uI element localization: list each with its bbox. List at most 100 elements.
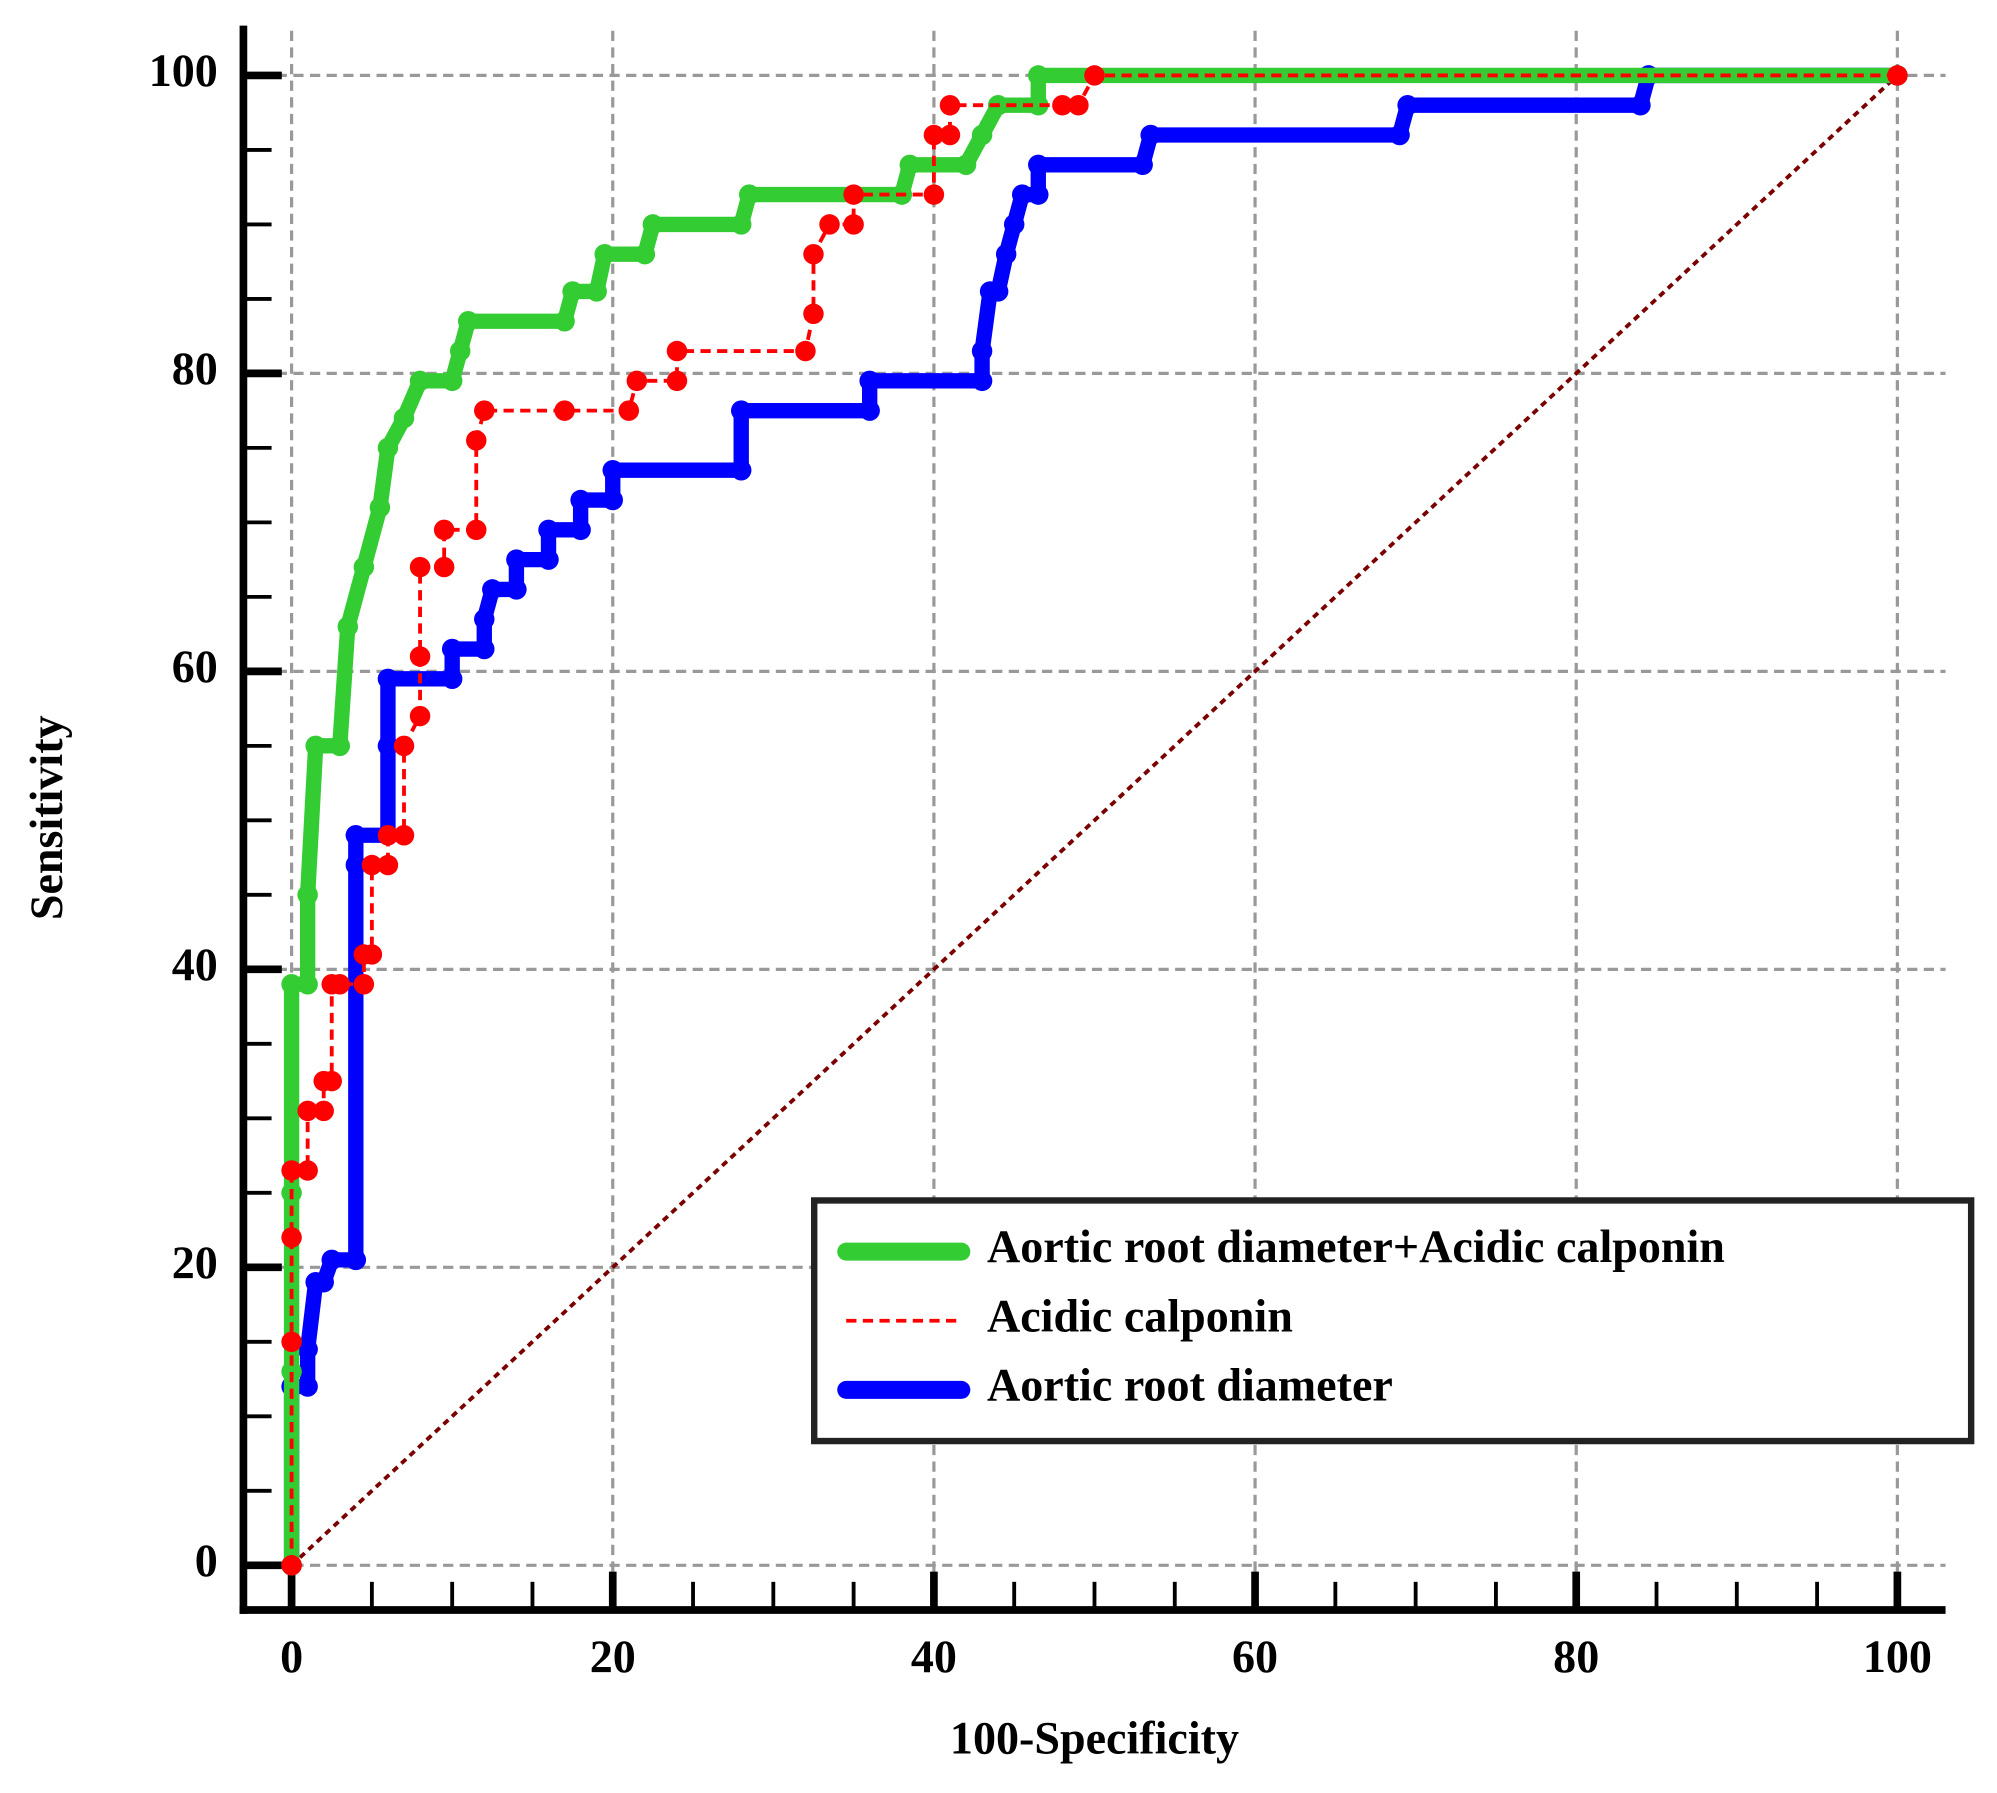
data-point — [377, 825, 399, 846]
x-tick-label: 80 — [1553, 1631, 1599, 1682]
data-point — [739, 184, 760, 205]
data-point — [345, 1249, 367, 1271]
data-point — [1140, 124, 1161, 146]
data-point — [281, 1160, 302, 1181]
data-point — [1887, 65, 1908, 86]
y-tick-label: 80 — [172, 343, 218, 394]
data-point — [281, 974, 302, 995]
data-point — [313, 1271, 334, 1293]
data-point — [377, 668, 399, 690]
data-point — [449, 340, 471, 362]
data-point — [666, 370, 688, 392]
data-point — [377, 437, 399, 459]
data-point — [843, 184, 864, 205]
data-point — [730, 459, 752, 481]
y-axis-label: Sensitivity — [21, 715, 72, 920]
data-point — [939, 94, 961, 116]
data-point — [554, 400, 575, 421]
data-point — [923, 124, 945, 146]
data-point — [297, 884, 318, 906]
data-point — [971, 340, 993, 362]
x-tick-label: 100 — [1863, 1631, 1932, 1682]
y-tick-label: 0 — [195, 1535, 218, 1586]
data-point — [393, 825, 415, 846]
data-point — [482, 579, 503, 600]
data-point — [594, 243, 615, 265]
data-point — [795, 340, 816, 362]
data-point — [1084, 65, 1105, 86]
data-point — [859, 400, 880, 421]
data-point — [329, 974, 351, 995]
data-point — [281, 1361, 302, 1382]
data-point — [1028, 154, 1049, 176]
data-point — [321, 1070, 342, 1092]
data-point — [409, 370, 431, 392]
x-tick-label: 0 — [280, 1631, 303, 1682]
data-point — [393, 407, 415, 429]
data-point — [634, 243, 656, 265]
data-point — [297, 1160, 318, 1181]
data-point — [297, 1100, 318, 1122]
data-point — [329, 735, 351, 757]
y-tick-label: 100 — [149, 45, 218, 96]
data-point — [1003, 214, 1025, 235]
data-point — [1132, 154, 1153, 176]
data-point — [466, 430, 487, 451]
data-point — [409, 646, 431, 667]
data-point — [1052, 94, 1073, 116]
x-tick-label: 20 — [590, 1631, 636, 1682]
data-point — [1011, 184, 1033, 205]
data-point — [433, 556, 455, 578]
data-point — [297, 974, 318, 995]
data-point — [305, 735, 326, 757]
data-point — [570, 519, 591, 541]
data-point — [353, 556, 375, 578]
data-point — [466, 519, 487, 541]
data-point — [803, 303, 824, 325]
data-point — [474, 608, 495, 630]
data-point — [1028, 65, 1049, 86]
legend-label: Aortic root diameter+Acidic calponin — [987, 1221, 1725, 1272]
data-point — [538, 549, 559, 570]
data-point — [730, 400, 752, 421]
legend-label: Aortic root diameter — [987, 1359, 1393, 1410]
data-point — [859, 370, 880, 392]
data-point — [730, 214, 752, 235]
data-point — [971, 124, 993, 146]
data-point — [586, 281, 607, 302]
data-point — [337, 616, 359, 637]
data-point — [433, 519, 455, 541]
data-point — [474, 400, 495, 421]
x-tick-label: 40 — [911, 1631, 957, 1682]
legend-box — [811, 1197, 1975, 1445]
data-point — [939, 124, 961, 146]
data-point — [995, 243, 1017, 265]
data-point — [562, 281, 583, 302]
data-point — [361, 944, 383, 965]
data-point — [1397, 94, 1418, 116]
data-point — [626, 370, 648, 392]
data-point — [602, 459, 623, 481]
data-point — [955, 154, 977, 176]
data-point — [506, 579, 527, 600]
data-point — [297, 1339, 318, 1360]
data-point — [313, 1100, 334, 1122]
data-point — [297, 1376, 318, 1397]
data-point — [1028, 184, 1049, 205]
data-point — [345, 854, 367, 876]
data-point — [281, 1555, 302, 1576]
data-point — [843, 214, 864, 235]
data-point — [923, 184, 945, 205]
x-axis-label: 100-Specificity — [950, 1713, 1239, 1764]
y-tick-label: 60 — [172, 641, 218, 692]
data-point — [321, 1249, 342, 1271]
y-tick-label: 40 — [172, 939, 218, 990]
data-point — [441, 370, 463, 392]
data-point — [281, 1227, 302, 1248]
data-point — [602, 489, 623, 511]
reference-line — [290, 74, 1899, 1567]
data-point — [393, 735, 415, 757]
data-point — [819, 214, 840, 235]
data-point — [971, 370, 993, 392]
data-point — [409, 705, 431, 727]
